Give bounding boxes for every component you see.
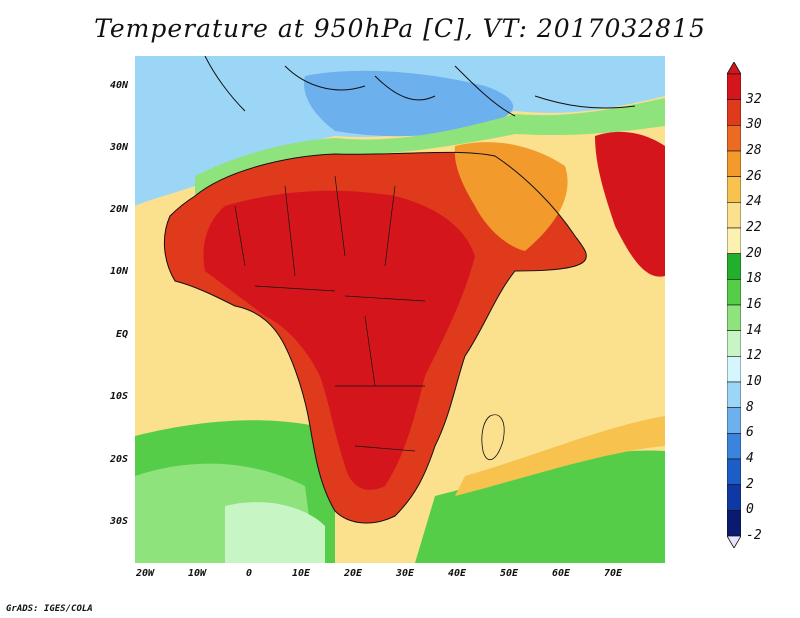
colorbar-segment <box>727 330 741 357</box>
colorbar-label: 18 <box>746 271 762 287</box>
colorbar-segment <box>727 227 741 254</box>
africa-coastline <box>163 151 587 524</box>
y-tick-label: 30N <box>109 142 128 153</box>
colorbar-segment <box>727 125 741 152</box>
x-tick-label: 40E <box>447 568 467 579</box>
africa-core-hot <box>203 190 475 490</box>
colorbar-label: 20 <box>746 245 762 261</box>
southern-ocean-cold <box>225 502 325 563</box>
y-tick-label: 20S <box>109 454 128 465</box>
arabia-land <box>454 142 568 251</box>
colorbar-label: 12 <box>746 348 762 364</box>
colorbar-label: 14 <box>746 322 762 338</box>
colorbar-segment <box>727 202 741 229</box>
colorbar-segment <box>727 73 741 100</box>
x-tick-label: 20E <box>343 568 363 579</box>
colorbar-label: 30 <box>746 117 762 133</box>
x-tick-label: 70E <box>603 568 623 579</box>
colorbar-label: 10 <box>746 374 762 389</box>
grads-credit: GrADS: IGES/COLA <box>6 604 93 614</box>
x-tick-label: 10E <box>291 568 311 579</box>
indian-ocean-south-warm <box>455 416 665 496</box>
country-borders <box>234 175 426 452</box>
colorbar-segment <box>727 407 741 434</box>
x-tick-label: 60E <box>551 568 571 579</box>
colorbar-label: 22 <box>746 220 762 235</box>
colorbar-label: 16 <box>746 297 762 312</box>
colorbar-segment <box>727 381 741 408</box>
madagascar <box>481 414 505 461</box>
indian-ocean-south <box>415 450 665 563</box>
colorbar-label: 28 <box>746 143 762 158</box>
colorbar-segment <box>727 253 741 280</box>
colorbar-segment <box>727 356 741 383</box>
y-tick-label: 10S <box>109 391 128 402</box>
colorbar-segment <box>727 176 741 203</box>
colorbar-label: 32 <box>746 91 762 107</box>
x-tick-label: 0 <box>245 568 253 579</box>
colorbar-label: 8 <box>746 399 754 415</box>
colorbar-bottom-arrow <box>727 535 741 548</box>
colorbar-segment <box>727 458 741 485</box>
map-title: Temperature at 950hPa [C], VT: 201703281… <box>94 14 706 43</box>
colorbar-segment <box>727 279 741 306</box>
colorbar-label: 4 <box>746 451 754 466</box>
colorbar-segment <box>727 433 741 460</box>
y-tick-label: 40N <box>109 80 128 91</box>
y-tick-label: 10N <box>109 266 128 277</box>
x-tick-label: 20W <box>135 568 155 579</box>
x-tick-label: 50E <box>499 568 519 579</box>
colorbar <box>727 62 741 548</box>
colorbar-label: 26 <box>746 168 762 184</box>
colorbar-segment <box>727 150 741 177</box>
india-land <box>595 131 665 277</box>
x-tick-label: 10W <box>187 568 207 579</box>
mediterranean-cold <box>304 70 514 137</box>
colorbar-segment <box>727 99 741 126</box>
colorbar-segment <box>727 484 741 511</box>
colorbar-segment <box>727 510 741 537</box>
colorbar-label: -2 <box>746 528 762 543</box>
temperature-map <box>135 56 665 563</box>
north-africa-coast-green <box>195 98 665 196</box>
colorbar-label: 0 <box>746 502 754 518</box>
colorbar-label: 24 <box>746 194 762 210</box>
y-tick-label: EQ <box>115 329 128 340</box>
x-tick-label: 30E <box>395 568 415 579</box>
europe-coastline <box>204 56 636 117</box>
y-tick-label: 20N <box>109 204 128 215</box>
colorbar-top-arrow <box>727 62 741 75</box>
colorbar-label: 2 <box>746 476 754 492</box>
colorbar-label: 6 <box>746 425 754 441</box>
y-tick-label: 30S <box>109 516 128 527</box>
colorbar-segment <box>727 304 741 331</box>
